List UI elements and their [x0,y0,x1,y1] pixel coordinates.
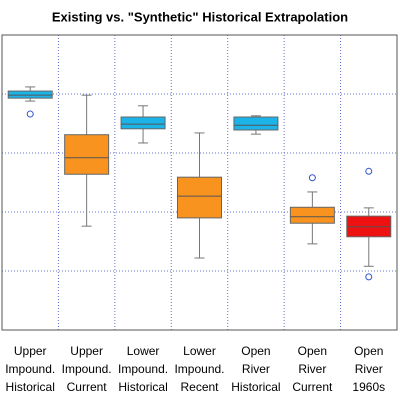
x-tick-label: Historical [118,380,167,394]
chart-title: Existing vs. "Synthetic" Historical Extr… [52,9,348,24]
x-tick-label: Lower [183,344,216,358]
x-tick-label: River [298,362,326,376]
outlier [365,167,373,175]
x-tick-label: 1960s [352,380,385,394]
box [177,176,222,219]
x-tick-label: Open [241,344,270,358]
outlier [365,273,373,281]
x-tick-label: Current [67,380,108,394]
box [64,134,110,175]
x-tick-label: Upper [70,344,103,358]
outlier [26,110,34,118]
x-tick-label: Open [354,344,383,358]
x-tick-label: Historical [6,380,55,394]
x-tick-label: Impound. [174,362,224,376]
box [233,116,279,131]
box [289,206,335,224]
x-tick-label: Historical [231,380,280,394]
x-tick-label: Impound. [118,362,168,376]
x-tick-label: Recent [180,380,219,394]
box [120,116,166,130]
box [7,90,53,99]
x-tick-label: Lower [127,344,160,358]
x-tick-label: Open [298,344,327,358]
outlier [308,174,316,182]
x-tick-label: Upper [14,344,47,358]
x-tick-label: Impound. [62,362,112,376]
x-tick-label: Impound. [5,362,55,376]
x-tick-label: River [242,362,270,376]
x-tick-label: River [355,362,383,376]
x-tick-label: Current [292,380,333,394]
plot-frame [1,34,398,331]
